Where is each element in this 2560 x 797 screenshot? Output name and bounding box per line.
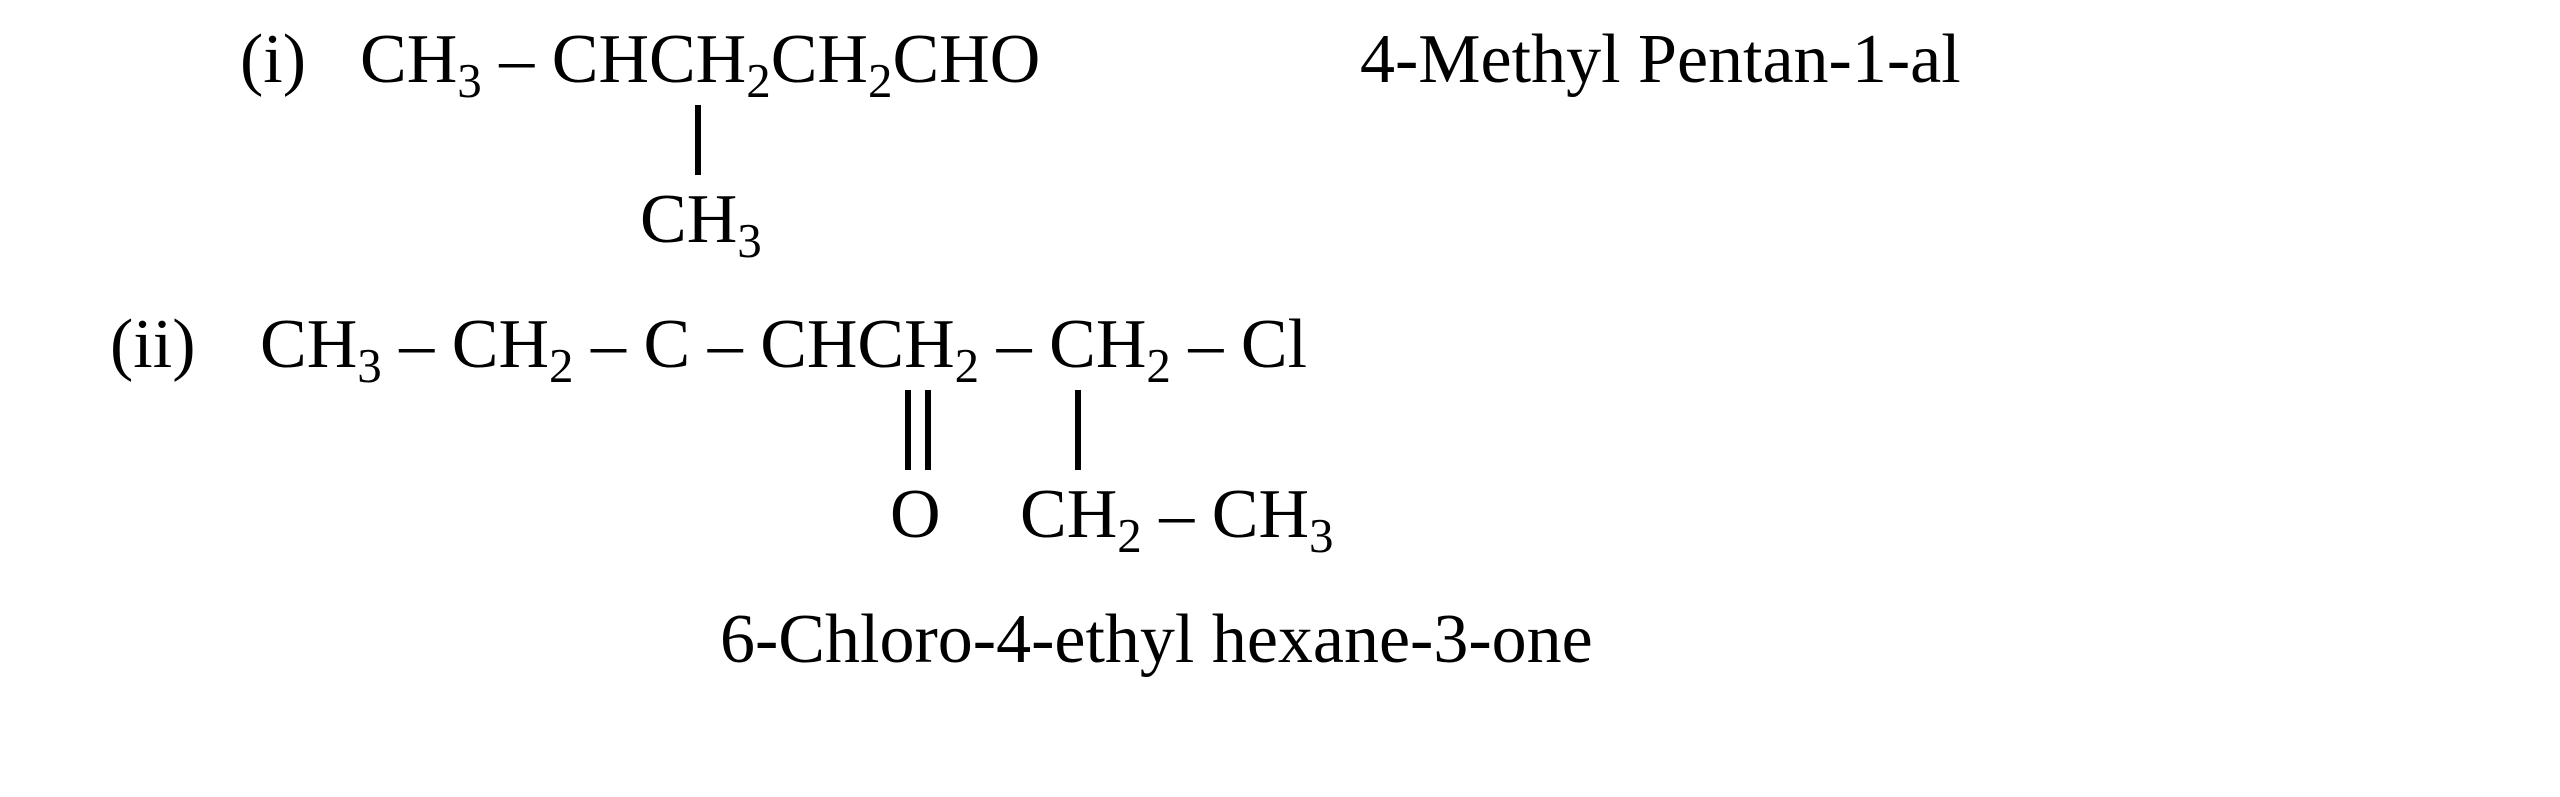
item2-oxygen-text: O (890, 476, 941, 553)
item1-marker-text: (i) (240, 21, 306, 98)
item1-vertical-bond (695, 105, 701, 175)
item2-ethyl-branch: CH2 – CH3 (1020, 475, 1334, 555)
item1-name-text: 4-Methyl Pentan-1-al (1360, 21, 1961, 98)
item1-marker: (i) (240, 20, 306, 100)
item2-double-bond-left (905, 390, 911, 470)
item2-marker-text: (ii) (110, 306, 196, 383)
item2-double-bond-right (925, 390, 931, 470)
item2-name-text: 6-Chloro-4-ethyl hexane-3-one (720, 601, 1593, 678)
item2-marker: (ii) (110, 305, 196, 385)
item2-formula: CH3 – CH2 – C – CHCH2 – CH2 – Cl (260, 305, 1307, 385)
item1-name: 4-Methyl Pentan-1-al (1360, 20, 1961, 100)
item1-branch: CH3 (640, 180, 762, 260)
item2-vertical-bond-ch (1075, 390, 1081, 470)
item2-name: 6-Chloro-4-ethyl hexane-3-one (720, 600, 1593, 680)
item2-oxygen: O (890, 475, 941, 555)
item1-formula: CH3 – CHCH2CH2CHO (360, 20, 1040, 100)
